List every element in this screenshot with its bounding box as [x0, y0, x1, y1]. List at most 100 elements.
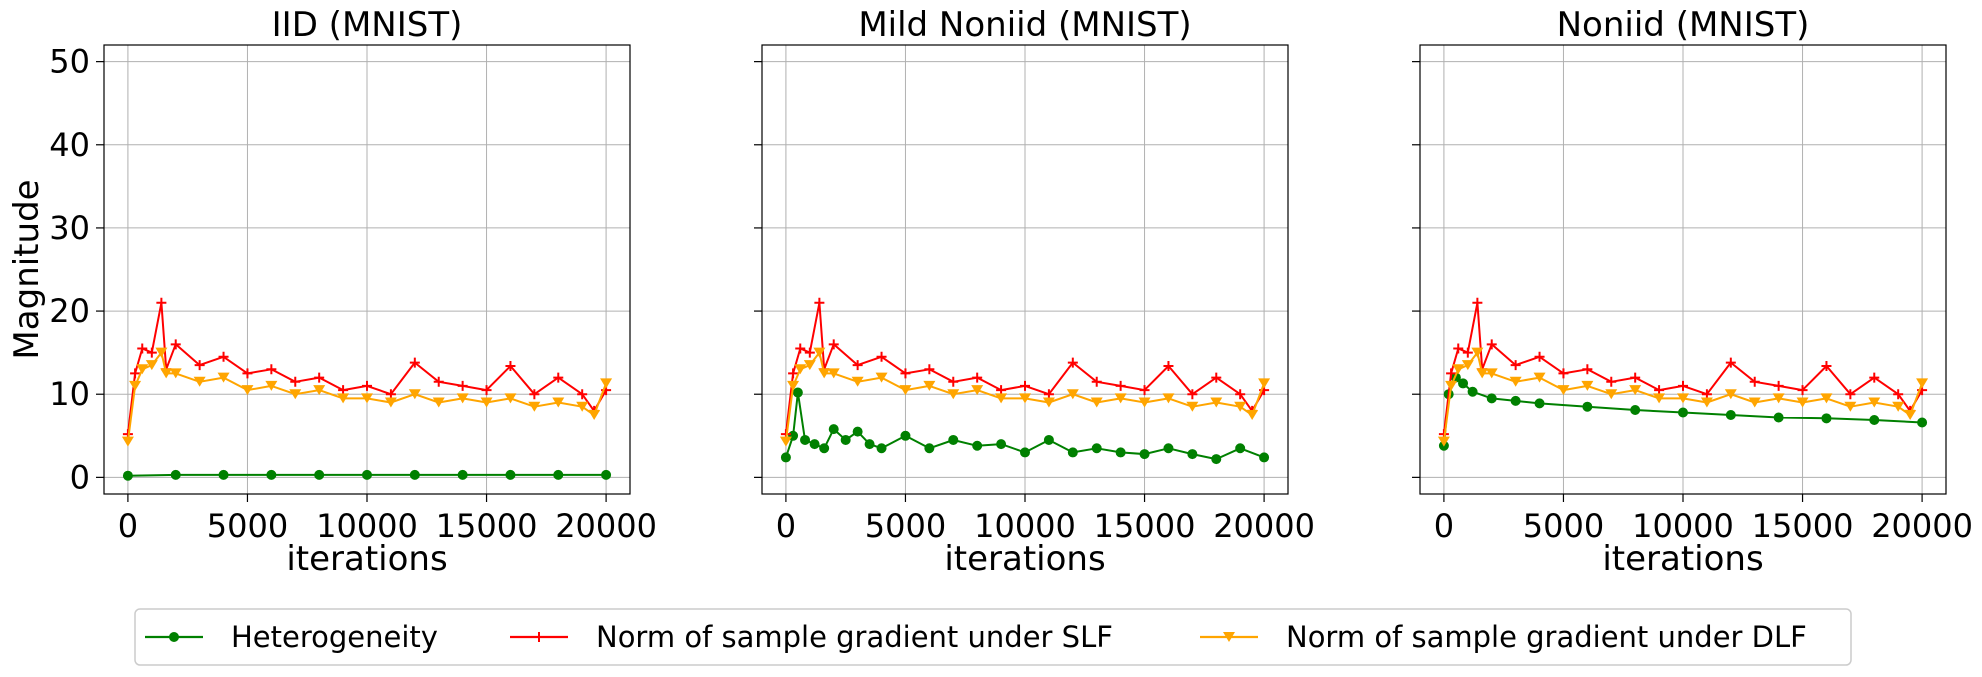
data-point — [337, 393, 350, 404]
data-point — [1845, 389, 1856, 400]
chart-title: IID (MNIST) — [272, 5, 463, 45]
legend-label: Norm of sample gradient under SLF — [596, 620, 1113, 654]
data-point — [1091, 376, 1102, 387]
legend-marker — [169, 632, 179, 642]
data-point — [314, 372, 325, 383]
data-point — [1486, 339, 1497, 350]
data-point — [601, 469, 612, 480]
data-point — [432, 397, 445, 408]
data-point — [794, 364, 807, 375]
data-point — [852, 360, 863, 371]
panels: 0 5000 10000 15000 20000 0 10 20 30 40 50 IID (MNIS… — [7, 5, 1973, 579]
data-point — [169, 368, 182, 379]
data-point — [1582, 401, 1593, 412]
data-point — [529, 389, 540, 400]
data-point — [900, 430, 911, 441]
legend-label: Norm of sample gradient under DLF — [1286, 620, 1807, 654]
data-point — [146, 347, 157, 358]
data-point — [266, 469, 277, 480]
x-tick-label: 20000 — [555, 507, 657, 545]
data-point — [1091, 443, 1102, 454]
data-point — [217, 372, 230, 383]
data-point — [1187, 389, 1198, 400]
data-point — [803, 360, 816, 371]
data-point — [876, 351, 887, 362]
data-point — [553, 469, 564, 480]
data-point — [457, 469, 468, 480]
data-point — [361, 393, 373, 404]
data-point — [804, 347, 815, 358]
data-point — [218, 469, 229, 480]
data-point — [1471, 347, 1484, 358]
data-point — [1234, 401, 1247, 412]
x-tick-label: 5000 — [1523, 507, 1604, 545]
data-point — [840, 434, 851, 445]
chart-title: Mild Noniid (MNIST) — [858, 5, 1191, 45]
data-point — [792, 387, 803, 398]
data-point — [1162, 393, 1175, 404]
data-point — [130, 368, 141, 379]
chart-panel-1: 0 5000 10000 15000 20000 0 10 20 30 40 50 IID (MNIS… — [7, 5, 657, 579]
data-point — [1461, 360, 1474, 371]
data-point — [170, 339, 181, 350]
data-point — [827, 368, 840, 379]
data-point — [1020, 447, 1030, 458]
data-point — [899, 385, 912, 396]
data-point — [313, 385, 326, 396]
data-point — [242, 368, 253, 379]
data-point — [600, 378, 613, 389]
x-tick-label: 10000 — [974, 507, 1076, 545]
data-point — [1869, 414, 1880, 425]
data-point — [1067, 357, 1078, 368]
data-point — [384, 397, 397, 408]
data-point — [1476, 368, 1489, 379]
data-point — [1772, 393, 1785, 404]
data-point — [409, 357, 420, 368]
data-point — [819, 443, 830, 454]
data-point — [1821, 360, 1832, 371]
data-point — [1605, 389, 1618, 400]
data-point — [972, 440, 983, 451]
data-point — [876, 443, 887, 454]
data-point — [362, 380, 372, 391]
series-line-2 — [1442, 301, 1923, 435]
data-point — [1724, 389, 1737, 400]
data-point — [553, 372, 564, 383]
x-tick-label: 0 — [1434, 507, 1454, 545]
data-point — [588, 410, 601, 421]
data-point — [1581, 380, 1594, 391]
data-point — [552, 397, 565, 408]
data-point — [996, 439, 1007, 450]
data-point — [813, 347, 826, 358]
data-point — [121, 436, 134, 447]
data-point — [875, 372, 888, 383]
data-point — [1163, 443, 1174, 454]
data-point — [1090, 397, 1103, 408]
legend-marker — [1223, 632, 1235, 642]
legend-item-3: Norm of sample gradient under DLF — [1200, 620, 1807, 654]
data-point — [1725, 410, 1736, 421]
data-point — [480, 397, 493, 408]
data-point — [1486, 393, 1497, 404]
data-point — [1115, 447, 1126, 458]
data-point — [923, 380, 936, 391]
data-point — [577, 389, 588, 400]
legend: Heterogeneity Norm of sample gradient und… — [134, 608, 1852, 666]
data-point — [362, 469, 372, 480]
data-point — [1139, 385, 1150, 396]
data-point — [481, 385, 492, 396]
data-point — [1187, 449, 1198, 460]
x-tick-label: 0 — [776, 507, 796, 545]
data-point — [1437, 436, 1450, 447]
data-point — [828, 339, 839, 350]
data-point — [409, 469, 420, 480]
data-point — [948, 434, 959, 445]
data-point — [1892, 401, 1905, 412]
data-point — [1258, 378, 1271, 389]
data-point — [505, 360, 516, 371]
data-point — [160, 368, 173, 379]
x-tick-label: 15000 — [1094, 507, 1196, 545]
data-point — [1797, 385, 1808, 396]
data-point — [1020, 380, 1030, 391]
